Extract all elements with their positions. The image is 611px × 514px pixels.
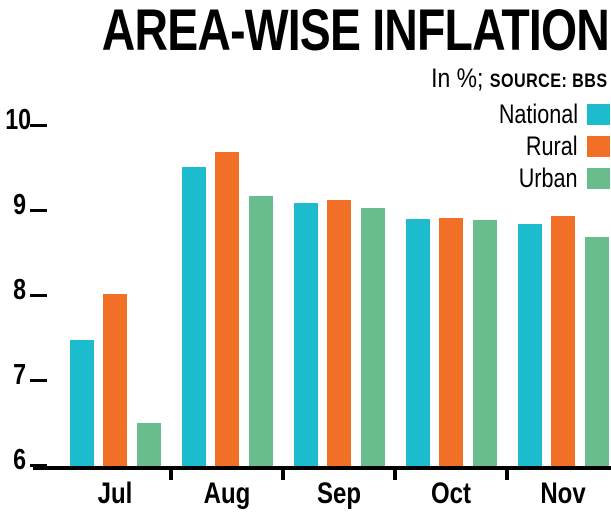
y-tick-label-6: 6 — [13, 444, 26, 476]
x-label-aug: Aug — [203, 477, 251, 510]
x-axis-tick-1 — [169, 470, 173, 480]
y-tick-dash-9 — [30, 209, 47, 212]
bar-urban-nov — [584, 236, 609, 466]
x-label-oct: Oct — [430, 477, 471, 510]
legend-label-urban: Urban — [519, 163, 578, 193]
y-tick-dash-6 — [30, 464, 47, 467]
bar-national-aug — [181, 166, 206, 466]
bar-national-nov — [517, 223, 542, 466]
x-axis-tick-3 — [393, 470, 397, 480]
x-axis-tick-4 — [505, 470, 509, 480]
bar-urban-oct — [472, 219, 497, 466]
bar-urban-aug — [248, 195, 273, 466]
subtitle-source-label: SOURCE: BBS — [490, 71, 608, 92]
bar-national-jul — [69, 340, 94, 466]
y-tick-dash-8 — [30, 294, 47, 297]
bar-national-sep — [293, 202, 318, 466]
bar-urban-sep — [360, 208, 385, 466]
bar-rural-oct — [439, 217, 463, 466]
bar-rural-jul — [103, 294, 127, 466]
bar-rural-nov — [551, 216, 575, 466]
chart-subtitle: In %; SOURCE: BBS — [432, 62, 608, 98]
bar-rural-sep — [327, 199, 351, 466]
y-tick-dash-7 — [30, 379, 47, 382]
x-axis-line — [33, 466, 611, 470]
bar-national-oct — [405, 218, 430, 466]
legend-swatch-national — [587, 103, 610, 125]
x-axis-tick-2 — [281, 470, 285, 480]
x-label-sep: Sep — [316, 477, 362, 510]
chart-title: AREA-WISE INFLATION — [101, 0, 610, 63]
y-tick-label-8: 8 — [13, 274, 26, 306]
x-label-nov: Nov — [540, 477, 586, 510]
legend-row-rural: Rural — [513, 131, 610, 161]
y-tick-label-9: 9 — [13, 189, 26, 221]
legend-row-urban: Urban — [504, 163, 610, 193]
legend-swatch-rural — [587, 135, 610, 157]
x-label-jul: Jul — [97, 477, 133, 510]
y-tick-label-7: 7 — [13, 359, 26, 391]
bar-rural-aug — [215, 151, 239, 466]
legend-label-national: National — [498, 99, 578, 129]
subtitle-unit-label: In %; — [431, 63, 491, 93]
y-tick-label-10: 10 — [5, 104, 32, 136]
legend-swatch-urban — [587, 167, 610, 189]
legend-label-rural: Rural — [526, 131, 578, 161]
y-tick-dash-10 — [30, 124, 47, 127]
legend-row-national: National — [479, 99, 610, 129]
bar-urban-jul — [136, 422, 161, 466]
